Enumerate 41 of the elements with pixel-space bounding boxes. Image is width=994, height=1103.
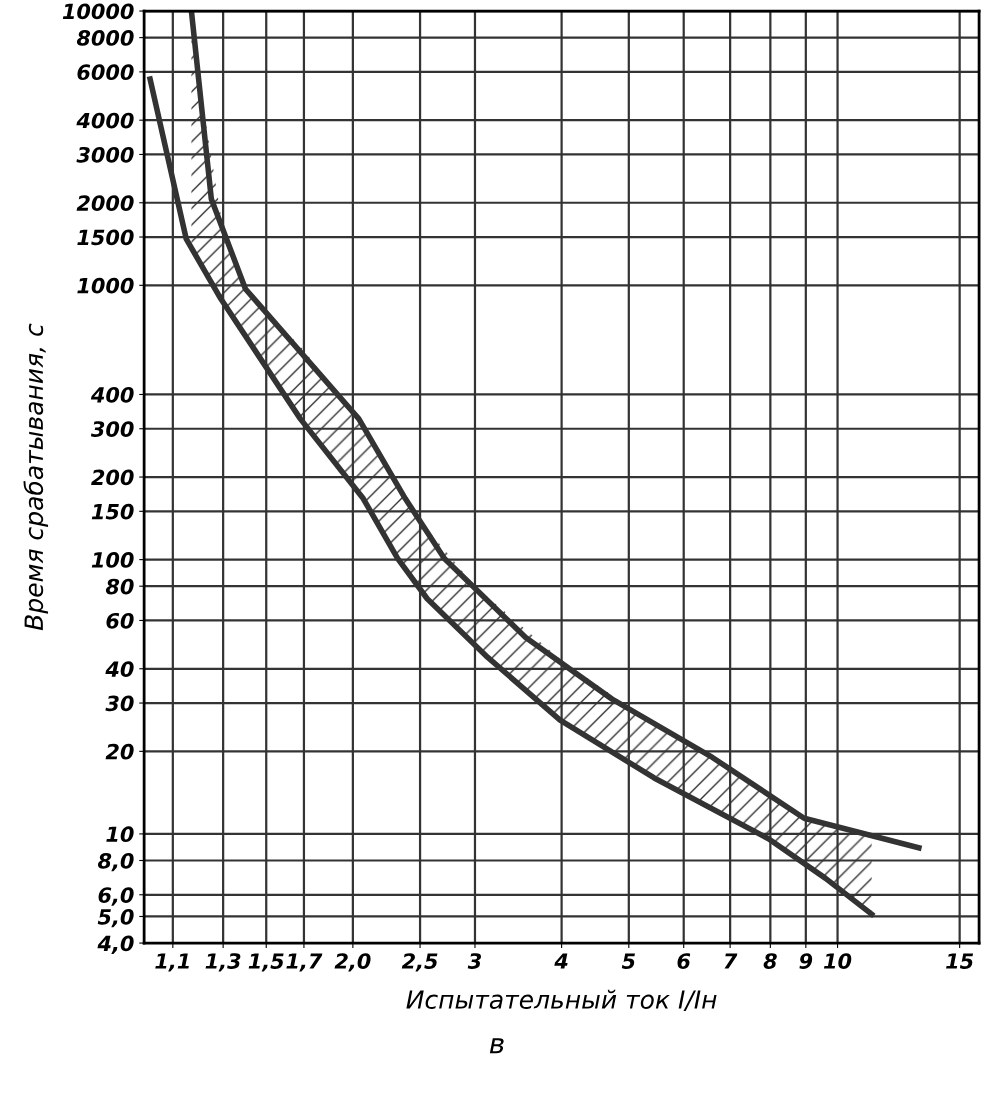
y-tick-label: 1500 bbox=[77, 229, 134, 246]
y-tick-label: 30 bbox=[105, 695, 134, 712]
y-tick-label: 10000 bbox=[62, 3, 134, 20]
x-tick-label: 5 bbox=[621, 953, 635, 969]
y-tick-label: 8000 bbox=[76, 30, 134, 46]
y-tick-label: 200 bbox=[91, 469, 134, 486]
x-tick-label: 1,5 bbox=[248, 953, 284, 972]
y-tick-label: 3000 bbox=[76, 146, 134, 163]
x-tick-label: 2,0 bbox=[334, 953, 371, 972]
x-tick-label: 1,7 bbox=[286, 953, 323, 972]
x-tick-label: 2,5 bbox=[401, 953, 438, 972]
x-tick-label: 7 bbox=[724, 953, 738, 969]
x-tick-label: 1,1 bbox=[155, 953, 189, 972]
y-tick-label: 4000 bbox=[76, 112, 134, 129]
text: в bbox=[489, 1038, 504, 1054]
y-tick-label: 40 bbox=[105, 661, 134, 677]
y-tick-label: 80 bbox=[105, 578, 134, 595]
x-tick-label: 10 bbox=[823, 953, 852, 969]
y-tick-label: 150 bbox=[91, 503, 134, 520]
y-tick-label: 100 bbox=[91, 552, 134, 568]
y-tick-label: 1000 bbox=[77, 277, 134, 294]
y-tick-label: 300 bbox=[90, 421, 134, 437]
x-tick-label: 6 bbox=[677, 953, 691, 969]
y-tick-label: 5,0 bbox=[97, 908, 134, 928]
y-tick-label: 8,0 bbox=[97, 852, 134, 872]
y-tick-label: 10 bbox=[106, 826, 134, 843]
y-axis-title: Время срабатывания, с bbox=[23, 323, 49, 631]
y-tick-label: 2000 bbox=[76, 195, 134, 211]
x-tick-label: 15 bbox=[946, 953, 974, 969]
x-axis-title: Испытательный ток I/Iн bbox=[406, 989, 717, 1011]
x-tick-label: 1,3 bbox=[205, 953, 241, 972]
y-tick-label: 400 bbox=[90, 386, 134, 403]
y-tick-label: 6000 bbox=[77, 64, 134, 81]
x-tick-label: 9 bbox=[799, 953, 813, 969]
x-tick-label: 3 bbox=[467, 953, 481, 969]
x-tick-label: 8 bbox=[763, 953, 777, 969]
y-tick-label: 20 bbox=[105, 743, 134, 760]
y-tick-label: 60 bbox=[106, 612, 134, 629]
y-tick-label: 4,0 bbox=[97, 935, 134, 954]
x-tick-label: 4 bbox=[554, 953, 568, 969]
y-tick-label: 6,0 bbox=[98, 887, 134, 906]
